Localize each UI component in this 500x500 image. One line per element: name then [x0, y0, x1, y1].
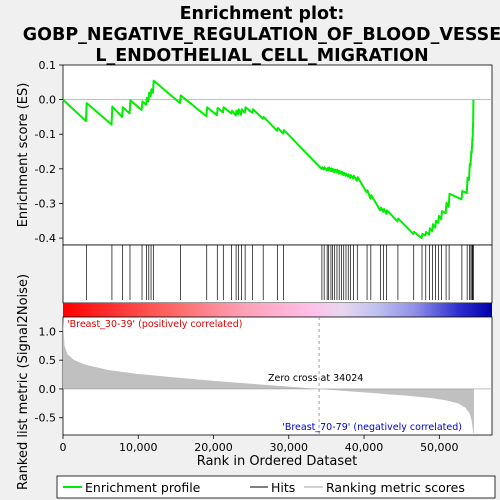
metric-tick-label: 0.0: [39, 383, 57, 396]
heatmap-bar: [63, 303, 492, 317]
x-tick-label: 30,000: [270, 441, 309, 454]
es-tick-label: -0.4: [35, 232, 56, 245]
metric-area: [63, 319, 474, 434]
x-tick-label: 20,000: [194, 441, 233, 454]
hit-marks: [85, 245, 474, 300]
x-tick-label: 10,000: [119, 441, 158, 454]
es-tick-label: -0.1: [35, 128, 56, 141]
metric-curve-layer: [63, 317, 492, 435]
metric-tick-label: 1.0: [39, 325, 57, 338]
es-curve-layer: [62, 79, 475, 240]
metric-y-ticks: 1.0 0.5 0.0 -0.5: [35, 325, 63, 425]
negative-correlation-label: 'Breast_70-79' (negatively correlated): [282, 422, 462, 433]
es-tick-label: -0.2: [35, 163, 56, 176]
legend-es-label: Enrichment profile: [85, 480, 201, 495]
es-tick-label: 0.1: [39, 59, 57, 72]
legend-metric-label: Ranking metric scores: [326, 480, 465, 495]
chart-title-line-3: L_ENDOTHELIAL_CELL_MIGRATION: [95, 46, 428, 66]
zero-cross-label: Zero cross at 34024: [268, 373, 363, 384]
chart-title-line-2: GOBP_NEGATIVE_REGULATION_OF_BLOOD_VESSE: [23, 25, 500, 45]
es-panel: [62, 64, 493, 246]
x-axis-label: Rank in Ordered Dataset: [197, 454, 358, 469]
x-tick-label: 0: [60, 441, 67, 454]
x-tick-label: 50,000: [420, 441, 459, 454]
metric-tick-label: 0.5: [39, 354, 57, 367]
metric-y-axis-label: Ranked list metric (Signal2Noise): [16, 274, 31, 490]
positive-correlation-label: 'Breast_30-39' (positively correlated): [67, 319, 243, 330]
x-axis-ticks: 0 10,000 20,000 30,000 40,000 50,000: [60, 435, 459, 454]
es-tick-label: 0.0: [39, 94, 57, 107]
legend: Enrichment profile Hits Ranking metric s…: [56, 475, 496, 499]
es-line: [62, 79, 475, 240]
legend-box: [56, 475, 496, 499]
es-y-axis-label: Enrichment score (ES): [16, 83, 31, 228]
metric-tick-label: -0.5: [35, 412, 56, 425]
x-tick-label: 40,000: [345, 441, 384, 454]
es-y-ticks: 0.1 0.0 -0.1 -0.2 -0.3 -0.4: [35, 59, 63, 245]
legend-hits-label: Hits: [271, 480, 295, 495]
es-tick-label: -0.3: [35, 197, 56, 210]
chart-title-line-1: Enrichment plot:: [180, 4, 345, 24]
